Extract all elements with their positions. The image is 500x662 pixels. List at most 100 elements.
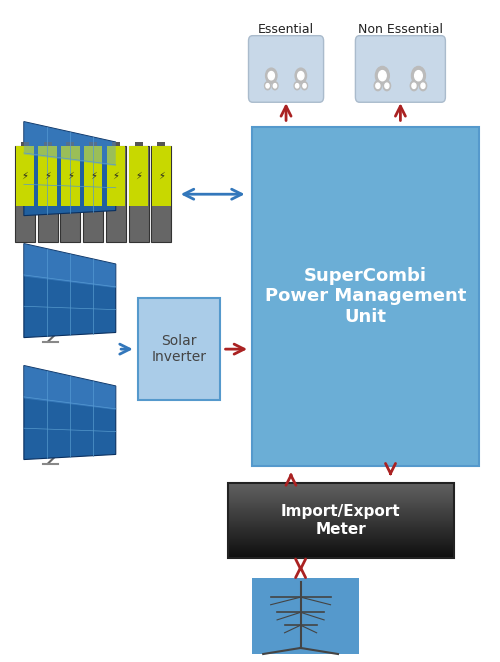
- Circle shape: [412, 83, 416, 89]
- Bar: [228, 524, 454, 525]
- Bar: [106, 146, 126, 242]
- Polygon shape: [24, 122, 116, 166]
- Circle shape: [420, 81, 426, 91]
- Polygon shape: [24, 244, 116, 338]
- Circle shape: [378, 71, 386, 81]
- Bar: [21, 142, 29, 146]
- Bar: [83, 146, 103, 242]
- Bar: [228, 498, 454, 500]
- Bar: [228, 538, 454, 540]
- Bar: [134, 142, 142, 146]
- Bar: [228, 508, 454, 509]
- Text: ⚡: ⚡: [135, 171, 142, 181]
- Bar: [228, 483, 454, 559]
- Bar: [228, 540, 454, 542]
- Bar: [228, 509, 454, 510]
- Text: ⚡: ⚡: [158, 171, 165, 181]
- Bar: [228, 527, 454, 528]
- Text: SuperCombi
Power Management
Unit: SuperCombi Power Management Unit: [265, 267, 466, 326]
- Bar: [84, 146, 102, 206]
- Bar: [228, 487, 454, 489]
- Bar: [228, 534, 454, 535]
- Circle shape: [296, 83, 299, 88]
- Circle shape: [272, 82, 278, 90]
- Bar: [228, 542, 454, 544]
- Bar: [228, 550, 454, 551]
- Bar: [128, 146, 148, 242]
- Bar: [228, 544, 454, 545]
- Bar: [15, 146, 35, 242]
- Bar: [228, 526, 454, 527]
- FancyBboxPatch shape: [138, 298, 220, 401]
- Bar: [60, 146, 80, 242]
- Circle shape: [303, 83, 306, 88]
- Bar: [228, 525, 454, 526]
- Bar: [228, 532, 454, 533]
- FancyBboxPatch shape: [252, 126, 478, 466]
- Bar: [61, 146, 80, 206]
- Bar: [106, 146, 125, 206]
- Bar: [89, 142, 97, 146]
- Text: Essential: Essential: [258, 23, 314, 36]
- Bar: [228, 516, 454, 517]
- Bar: [228, 555, 454, 557]
- Bar: [228, 536, 454, 537]
- Bar: [228, 495, 454, 496]
- Bar: [228, 483, 454, 485]
- Circle shape: [264, 82, 270, 90]
- Bar: [228, 533, 454, 534]
- Bar: [228, 513, 454, 514]
- Circle shape: [410, 81, 418, 91]
- Bar: [228, 546, 454, 547]
- Bar: [228, 528, 454, 529]
- Circle shape: [376, 66, 390, 85]
- Bar: [228, 505, 454, 506]
- Circle shape: [274, 83, 276, 88]
- Text: ⚡: ⚡: [67, 171, 74, 181]
- Circle shape: [298, 71, 304, 80]
- FancyBboxPatch shape: [248, 36, 324, 102]
- Text: ⚡: ⚡: [112, 171, 119, 181]
- Bar: [228, 514, 454, 515]
- Circle shape: [374, 81, 382, 91]
- Circle shape: [385, 83, 389, 89]
- Bar: [228, 545, 454, 546]
- Bar: [228, 511, 454, 512]
- Bar: [228, 547, 454, 548]
- Bar: [228, 494, 454, 495]
- Bar: [228, 489, 454, 490]
- Bar: [228, 548, 454, 549]
- Bar: [228, 552, 454, 553]
- Bar: [228, 531, 454, 532]
- Bar: [228, 502, 454, 504]
- Bar: [228, 518, 454, 520]
- Bar: [228, 535, 454, 536]
- Text: Import/Export
Meter: Import/Export Meter: [281, 504, 400, 537]
- Bar: [228, 496, 454, 497]
- Bar: [228, 490, 454, 491]
- Bar: [38, 146, 58, 242]
- Circle shape: [268, 71, 274, 80]
- Bar: [112, 142, 120, 146]
- Bar: [152, 146, 172, 242]
- Bar: [228, 557, 454, 559]
- Bar: [228, 510, 454, 511]
- Polygon shape: [24, 122, 116, 216]
- Bar: [16, 146, 34, 206]
- Bar: [44, 142, 52, 146]
- Text: ⚡: ⚡: [22, 171, 29, 181]
- Bar: [228, 517, 454, 518]
- Text: Solar
Inverter: Solar Inverter: [152, 334, 206, 364]
- Bar: [228, 551, 454, 552]
- Circle shape: [266, 68, 277, 83]
- Bar: [228, 504, 454, 505]
- Bar: [228, 537, 454, 538]
- Bar: [228, 522, 454, 524]
- Circle shape: [294, 82, 300, 90]
- Polygon shape: [24, 365, 116, 410]
- Bar: [228, 553, 454, 555]
- Bar: [152, 146, 171, 206]
- Bar: [228, 500, 454, 502]
- Bar: [228, 520, 454, 522]
- Bar: [228, 549, 454, 550]
